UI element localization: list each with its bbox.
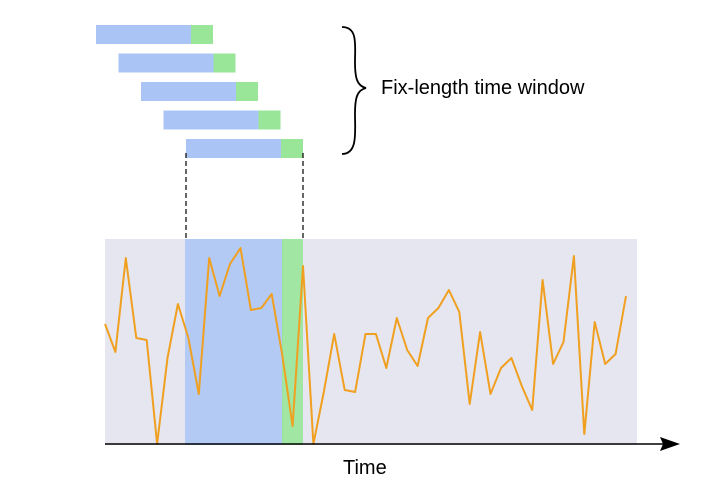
- sliding-window-3: [141, 82, 258, 101]
- time-axis-arrowhead: [660, 437, 680, 451]
- signal-background-panel: [105, 239, 637, 445]
- window-history-segment: [96, 25, 191, 44]
- curly-brace: [341, 26, 367, 155]
- window-target-segment: [213, 53, 236, 73]
- window-target-segment: [191, 25, 213, 44]
- window-history-segment: [186, 139, 281, 158]
- window-history-segment: [141, 82, 236, 101]
- window-history-segment: [118, 53, 214, 73]
- sliding-window-2: [118, 53, 236, 73]
- sliding-window-5: [186, 139, 303, 158]
- sliding-window-4: [163, 110, 281, 130]
- current-window-history-region: [185, 239, 283, 445]
- window-target-segment: [281, 139, 303, 158]
- window-annotation-label: Fix-length time window: [381, 77, 585, 99]
- sliding-window-1: [96, 25, 213, 44]
- signal-line: [104, 247, 627, 445]
- window-target-segment: [236, 82, 258, 101]
- window-history-segment: [163, 110, 259, 130]
- time-axis-label: Time: [343, 457, 387, 479]
- sliding-windows: [96, 25, 303, 158]
- window-target-segment: [258, 110, 281, 130]
